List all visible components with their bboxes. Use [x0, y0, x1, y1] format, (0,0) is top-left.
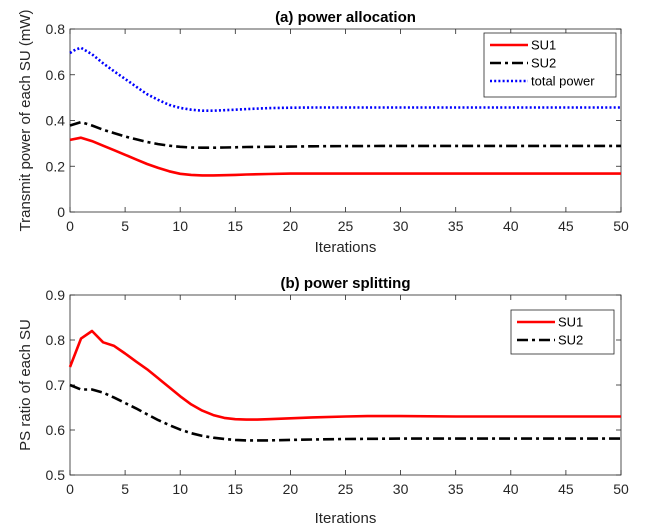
chart-b-x-tick-label: 35	[448, 481, 464, 497]
chart-b-title: (b) power splitting	[281, 275, 411, 292]
chart-b-x-tick-label: 30	[393, 481, 409, 497]
chart-b-series-line-su2	[69, 383, 621, 442]
chart-a-x-tick-label: 45	[558, 218, 574, 234]
chart-b-x-axis-label: Iterations	[315, 510, 377, 527]
chart-a-y-tick-label: 0.2	[46, 158, 66, 174]
chart-b-x-tick-label: 10	[172, 481, 188, 497]
chart-a-x-tick-label: 15	[228, 218, 244, 234]
chart-b-x-tick-label: 50	[613, 481, 629, 497]
chart-a-x-tick-label: 25	[338, 218, 354, 234]
chart-b-legend-label: SU1	[558, 315, 583, 330]
chart-b-x-tick-label: 25	[338, 481, 354, 497]
chart-a-x-tick-label: 30	[393, 218, 409, 234]
chart-a-x-tick-label: 50	[613, 218, 629, 234]
chart-b-x-tick-label: 20	[283, 481, 299, 497]
chart-a-x-tick-label: 35	[448, 218, 464, 234]
chart-b-legend-label: SU2	[558, 333, 583, 348]
chart-b-y-tick-label: 0.5	[46, 467, 66, 483]
chart-power-allocation: (a) power allocation 0 5 10 15 20 25 30 35 40 45 50…	[17, 9, 629, 256]
chart-b-legend-box	[510, 309, 615, 355]
chart-a-y-axis-label: Transmit power of each SU (mW)	[17, 10, 34, 232]
chart-a-legend: SU1 SU2 total power	[483, 32, 617, 98]
chart-b-x-tick-label: 40	[503, 481, 519, 497]
chart-a-x-tick-label: 10	[172, 218, 188, 234]
chart-a-series-line-total-power	[69, 46, 621, 112]
chart-b-y-axis-label: PS ratio of each SU	[17, 319, 34, 451]
chart-a-y-tick-label: 0.6	[46, 67, 66, 83]
chart-b-y-tick-label: 0.8	[46, 332, 66, 348]
chart-a-legend-label: SU1	[531, 38, 556, 53]
chart-a-x-tick-label: 40	[503, 218, 519, 234]
chart-b-x-tick-label: 45	[558, 481, 574, 497]
chart-a-title: (a) power allocation	[275, 9, 416, 26]
chart-b-y-tick-label: 0.9	[46, 287, 66, 303]
chart-a-series-line-su1	[69, 136, 621, 177]
chart-a-x-tick-label: 0	[66, 218, 74, 234]
chart-b-x-tick-label: 5	[121, 481, 129, 497]
chart-a-legend-box	[483, 32, 617, 98]
chart-b-y-tick-label: 0.7	[46, 377, 66, 393]
chart-b-x-tick-label: 15	[228, 481, 244, 497]
chart-b-y-tick-label: 0.6	[46, 422, 66, 438]
chart-a-y-tick-label: 0.8	[46, 21, 66, 37]
chart-a-y-tick-label: 0.4	[46, 113, 66, 129]
chart-b-x-tick-label: 0	[66, 481, 74, 497]
chart-a-x-tick-label: 5	[121, 218, 129, 234]
chart-b-series-line-su1	[68, 329, 621, 421]
chart-power-splitting: (b) power splitting 0 5 10 15 20 25 30 35 40 45 50 0…	[17, 275, 629, 527]
chart-a-series-line-su2	[69, 120, 621, 149]
chart-a-y-tick-label: 0	[57, 204, 65, 220]
chart-a-legend-label: SU2	[531, 56, 556, 71]
chart-a-legend-label: total power	[531, 74, 595, 89]
chart-a-x-tick-label: 20	[283, 218, 299, 234]
chart-a-x-axis-label: Iterations	[315, 239, 377, 256]
